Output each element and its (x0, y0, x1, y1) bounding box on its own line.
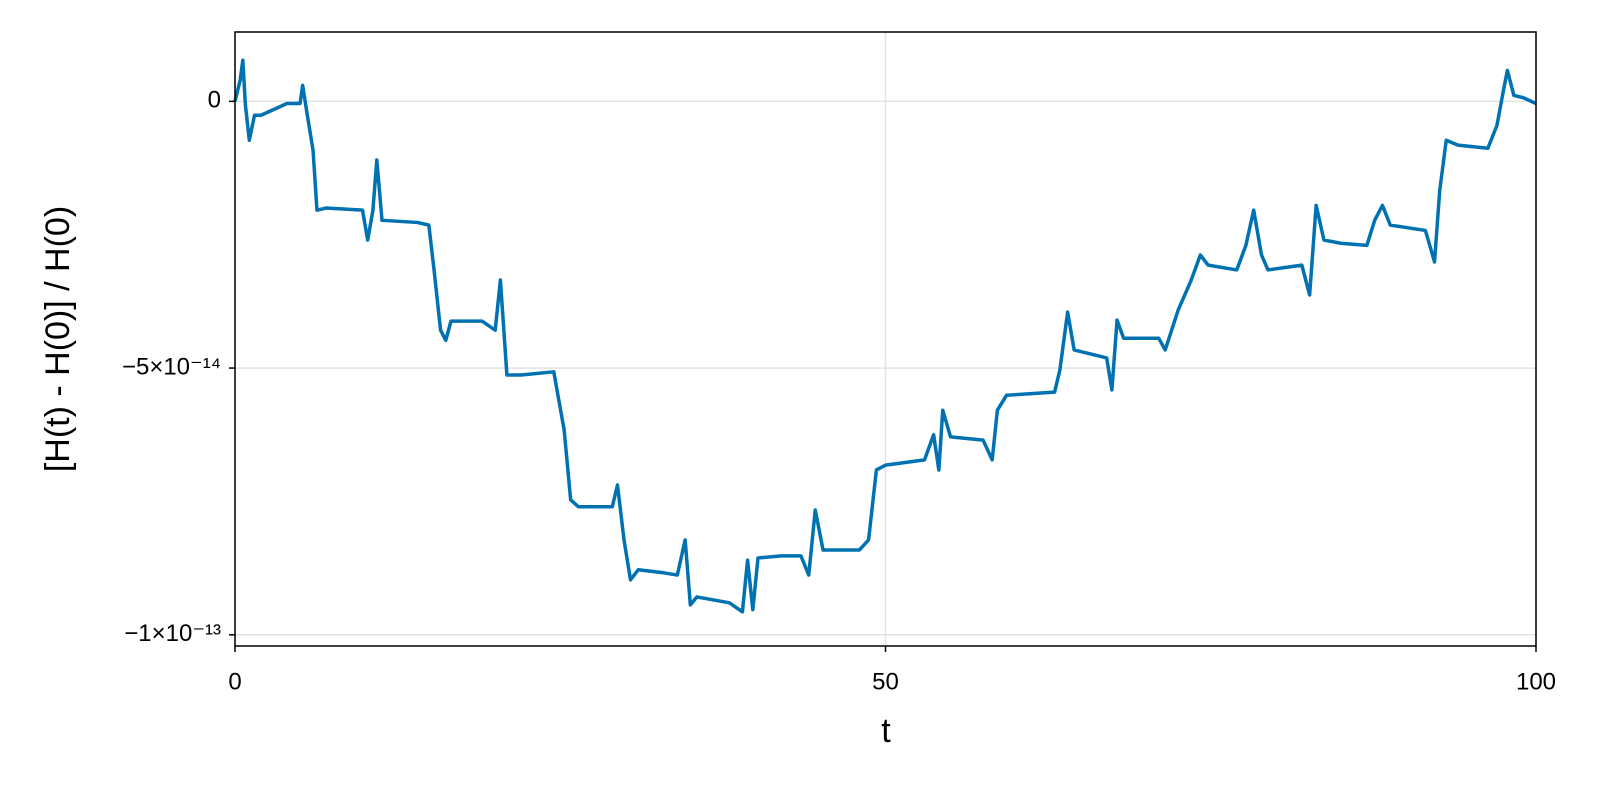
data-line (233, 58, 1537, 614)
y-tick-label: 0 (208, 87, 221, 114)
x-tick-label: 0 (228, 668, 241, 695)
plot-frame (234, 31, 1537, 647)
x-tick-label: 50 (872, 668, 899, 695)
x-axis-label: t (881, 712, 891, 750)
y-axis-label: [H(t) - H(0)] / H(0) (39, 206, 77, 472)
y-tick-label: −5×10⁻¹⁴ (122, 353, 221, 380)
y-tick-label: −1×10⁻¹³ (124, 620, 221, 647)
x-tick-label: 100 (1516, 668, 1556, 695)
